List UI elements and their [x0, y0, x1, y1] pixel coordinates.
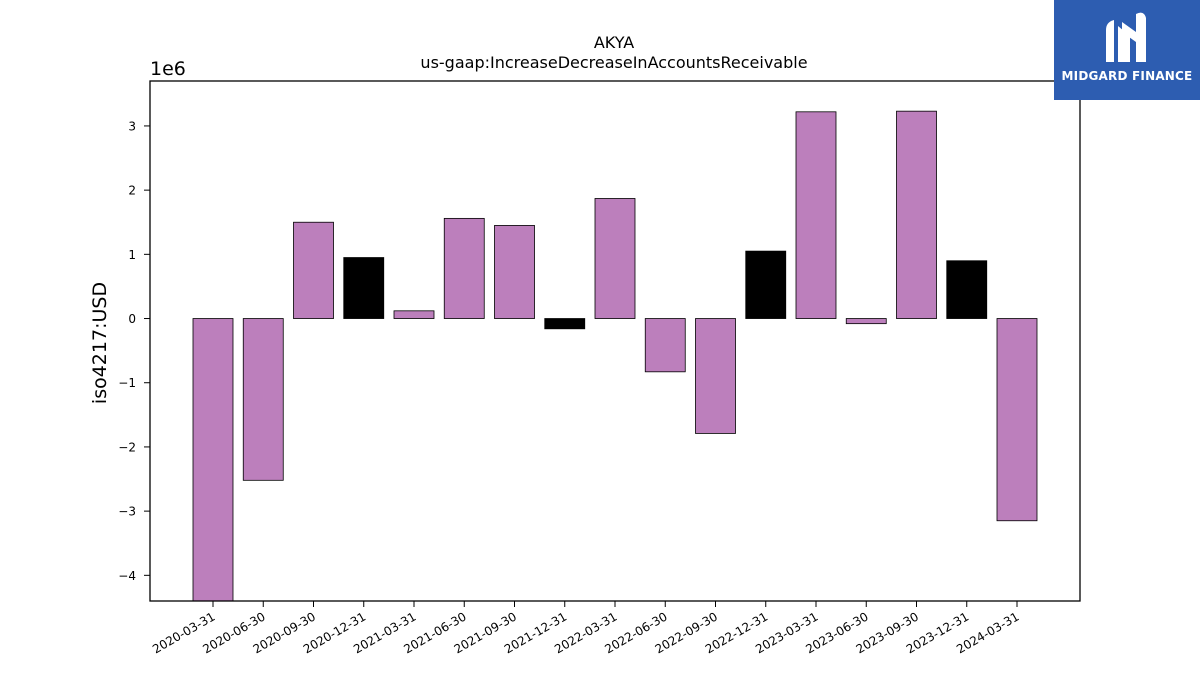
- bar-2022-09-30: [695, 318, 736, 434]
- y-tick-label: 0: [128, 312, 136, 326]
- bar-2023-09-30: [896, 110, 937, 319]
- bar-2022-06-30: [644, 318, 686, 373]
- y-scale-label: 1e6: [150, 58, 186, 80]
- bar-2022-03-31: [594, 198, 636, 319]
- bar-2022-12-31: [745, 250, 787, 319]
- plot-frame: [149, 80, 1081, 602]
- bar-2023-03-31: [795, 111, 837, 319]
- bar-2023-06-30: [845, 318, 887, 325]
- x-ticks-group: 2020-03-312020-06-302020-09-302020-12-31…: [150, 601, 1022, 656]
- bar-2023-12-31: [946, 260, 988, 319]
- brand-logo: MIDGARD FINANCE: [1054, 0, 1200, 100]
- y-tick-label: −2: [118, 440, 136, 454]
- logo-mark-icon: [1106, 12, 1146, 63]
- y-tick-label: −1: [118, 376, 136, 390]
- y-axis-label: iso4217:USD: [89, 282, 111, 404]
- bar-2021-12-31: [544, 318, 586, 330]
- bar-2021-09-30: [494, 225, 535, 319]
- y-tick-label: −3: [118, 505, 136, 519]
- bar-2021-03-31: [393, 310, 435, 319]
- bar-2020-12-31: [343, 257, 385, 319]
- bar-2021-06-30: [443, 217, 485, 319]
- bars-group: [192, 110, 1038, 602]
- y-tick-label: 3: [128, 119, 136, 133]
- y-ticks-group: −4 −3 −2 −1 0 1 2 3: [118, 119, 150, 583]
- bar-2020-09-30: [293, 221, 334, 319]
- logo-text: MIDGARD FINANCE: [1061, 69, 1193, 83]
- y-tick-label: 2: [128, 184, 136, 198]
- bar-2020-03-31: [192, 318, 234, 602]
- y-tick-label: −4: [118, 569, 136, 583]
- chart-title: AKYA: [594, 33, 634, 52]
- y-tick-label: 1: [128, 248, 136, 262]
- bar-2024-03-31: [996, 318, 1038, 522]
- chart-subtitle: us-gaap:IncreaseDecreaseInAccountsReceiv…: [420, 53, 807, 72]
- bar-2020-06-30: [242, 318, 284, 481]
